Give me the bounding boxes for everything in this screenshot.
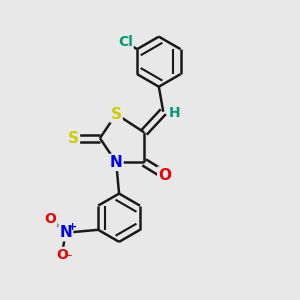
Text: S: S xyxy=(111,106,122,122)
Text: H: H xyxy=(169,106,180,120)
Text: +: + xyxy=(68,222,77,233)
Text: O: O xyxy=(44,212,56,226)
Text: N: N xyxy=(110,155,122,170)
Text: O: O xyxy=(56,248,68,262)
Text: N: N xyxy=(59,225,72,240)
Text: Cl: Cl xyxy=(118,35,133,49)
Text: S: S xyxy=(68,131,79,146)
Text: ⁻: ⁻ xyxy=(65,252,72,265)
Text: O: O xyxy=(158,167,171,182)
